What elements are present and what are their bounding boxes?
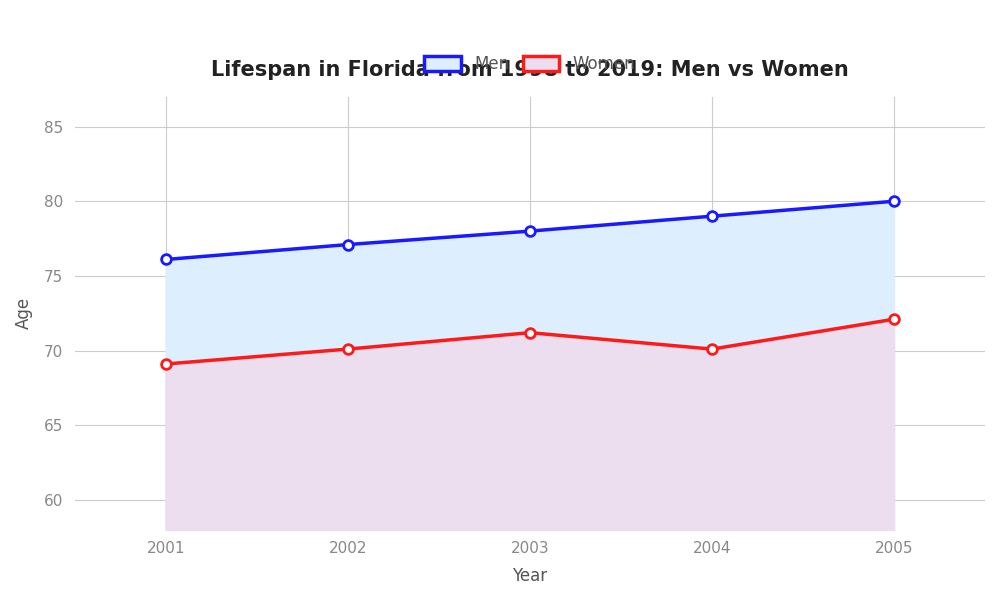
Y-axis label: Age: Age (15, 297, 33, 329)
X-axis label: Year: Year (512, 567, 547, 585)
Legend: Men, Women: Men, Women (418, 49, 642, 80)
Title: Lifespan in Florida from 1998 to 2019: Men vs Women: Lifespan in Florida from 1998 to 2019: M… (211, 60, 849, 80)
